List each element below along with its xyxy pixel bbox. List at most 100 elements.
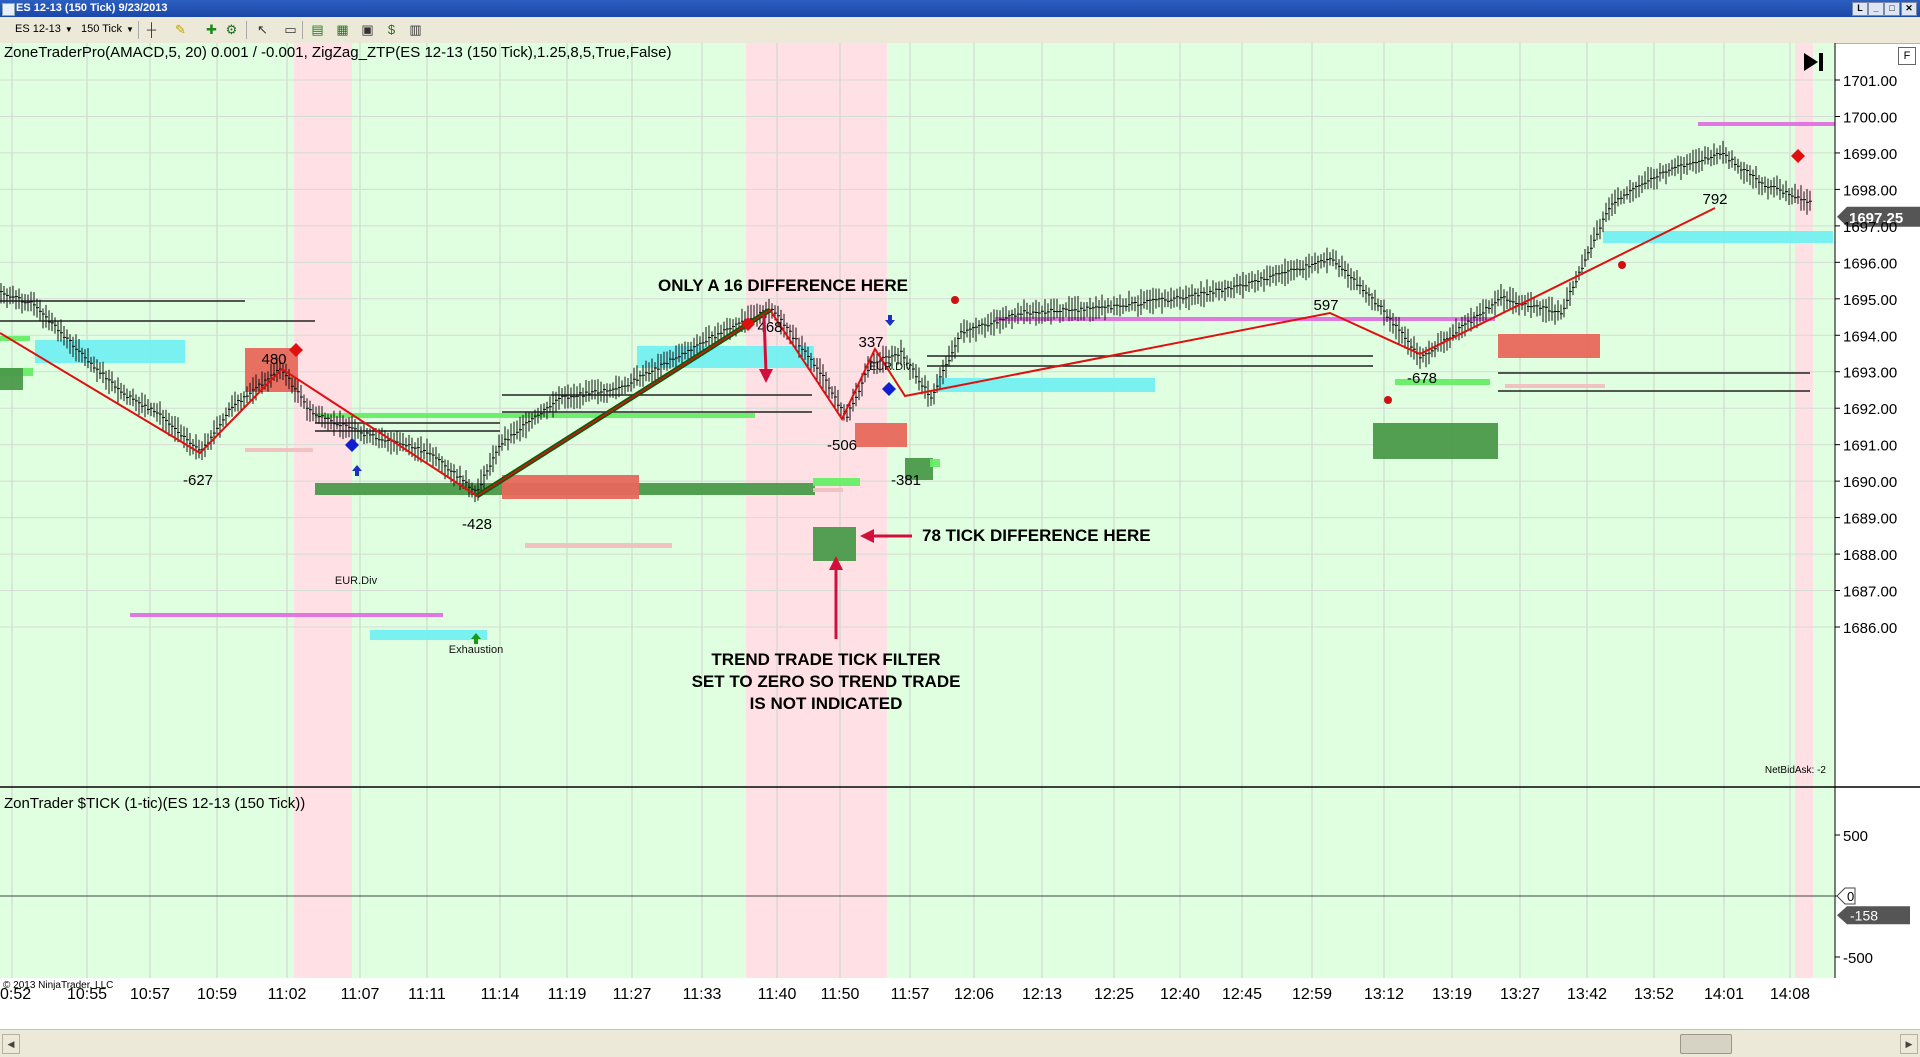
minimize-button[interactable]: _ [1868,2,1884,16]
x-axis-label: 11:14 [481,986,520,1003]
zone-box [0,336,30,341]
zone-box [855,423,907,447]
y-axis-label: 1698.00 [1843,182,1897,199]
bear-zone [746,43,887,786]
tick-axis-label: -500 [1843,950,1873,967]
chevron-down-icon: ▼ [64,25,73,34]
y-axis-label: 1689.00 [1843,511,1897,528]
cursor-icon[interactable]: ↖ [257,22,268,37]
drawing-pencil-icon[interactable]: ✎ [175,22,186,37]
zigzag-value-label: 468 [757,319,782,336]
scroll-left-icon[interactable]: ◀ [2,1034,20,1054]
current-price-tag [1837,206,1920,227]
tick-panel-title: ZonTrader $TICK (1-tic)(ES 12-13 (150 Ti… [4,795,305,812]
signal-diamond [741,317,755,331]
x-axis-label: 12:59 [1292,986,1332,1003]
annotation-arrowhead [759,369,773,383]
price-panel-title: ZoneTraderPro(AMACD,5, 20) 0.001 / -0.00… [4,44,672,61]
zone-box [905,458,933,480]
y-axis-label: 1700.00 [1843,109,1897,126]
zone-box [1498,334,1600,358]
zigzag-value-label: -428 [462,516,492,533]
x-axis-label: 13:27 [1500,986,1540,1003]
x-axis-label: 14:01 [1704,986,1744,1003]
x-axis-label: 13:19 [1432,986,1472,1003]
zone-box [1395,379,1490,385]
chart-canvas[interactable]: -627 480 -428 468 -506 337 -381 597 -678 792 EUR.D… [0,43,1920,1029]
y-axis-label: 1699.00 [1843,146,1897,163]
screenshot-icon[interactable]: ▣ [361,22,374,37]
current-price-value: 1697.25 [1849,210,1903,227]
layout-icon[interactable]: ▥ [409,22,422,37]
zone-box [35,340,185,363]
maximize-button[interactable]: □ [1884,2,1900,16]
y-axis-label: 1697.00 [1843,219,1897,236]
zone-box [637,346,814,368]
annotation-text: IS NOT INDICATED [750,694,903,713]
annotation-arrowhead [829,556,843,570]
y-axis-label: 1701.00 [1843,73,1897,90]
signal-arrow [885,315,895,326]
x-axis-label: 11:40 [758,986,797,1003]
tick-current-tag [1837,906,1910,925]
zigzag-value-label: 792 [1702,191,1727,208]
x-axis-label: 12:40 [1160,986,1200,1003]
scrollbar-thumb[interactable] [1680,1034,1732,1054]
signal-diamond [882,382,896,396]
y-axis-label: 1695.00 [1843,292,1897,309]
zone-box [130,613,443,617]
chart-trader-icon[interactable]: ▤ [311,22,324,37]
go-to-end-icon [1804,53,1818,71]
annotation-arrowhead [860,529,874,543]
data-box-icon[interactable]: ▭ [284,22,297,37]
zone-box [0,368,23,390]
signal-tag-label: EUR.Div [335,575,378,587]
y-axis-label: 1692.00 [1843,401,1897,418]
x-axis-label: 12:45 [1222,986,1262,1003]
x-axis-label: 14:08 [1770,986,1810,1003]
dollar-icon[interactable]: $ [387,22,396,37]
bear-zone [746,788,887,978]
zigzag-value-label: 480 [261,351,286,368]
net-bid-ask-label: NetBidAsk: -2 [1765,765,1827,776]
zigzag-line [0,207,1716,498]
zone-box [813,478,860,486]
x-axis-label: 13:52 [1634,986,1674,1003]
horizontal-scrollbar[interactable]: ◀ ▶ [0,1029,1920,1057]
zone-box [1505,384,1605,388]
scroll-right-icon[interactable]: ▶ [1900,1034,1918,1054]
close-button[interactable]: ✕ [1901,2,1917,16]
instrument-label: ES 12-13 [15,23,61,35]
signal-diamond [289,343,303,357]
go-to-end-icon [1819,53,1823,71]
strategy-icon[interactable]: ⚙ [225,22,238,37]
signal-dot [1618,261,1626,269]
instrument-dropdown[interactable]: ES 12-13 ▼ [12,21,73,38]
toolbar-divider [302,21,303,39]
zone-box [813,527,856,561]
zigzag-line [476,309,771,497]
bar-style-icon[interactable]: ┼ [146,22,157,37]
x-axis-label: 11:57 [891,986,930,1003]
x-axis-label: 12:06 [954,986,994,1003]
period-label: 150 Tick [81,23,122,35]
zone-box [1603,231,1833,243]
y-axis-label: 1687.00 [1843,584,1897,601]
y-axis-label: 1691.00 [1843,438,1897,455]
signal-diamond [1791,149,1805,163]
add-indicator-icon[interactable]: ✚ [206,22,217,37]
signal-arrow [352,465,362,476]
bear-zone [294,788,352,978]
zone-box [245,448,313,452]
properties-icon[interactable]: ▦ [336,22,349,37]
toolbar-divider [246,21,247,39]
period-dropdown[interactable]: 150 Tick ▼ [78,21,134,38]
link-button[interactable]: L [1852,2,1868,16]
y-axis-label: 1694.00 [1843,328,1897,345]
window-titlebar: ES 12-13 (150 Tick) 9/23/2013 L _ □ ✕ [0,0,1920,17]
annotation-arrow [762,314,768,374]
chart-trader-toggle-button[interactable]: F [1898,47,1916,65]
annotation-text: TREND TRADE TICK FILTER [711,650,940,669]
chart-area[interactable]: -627 480 -428 468 -506 337 -381 597 -678 792 EUR.D… [0,43,1920,1029]
x-axis-label: 11:07 [341,986,380,1003]
